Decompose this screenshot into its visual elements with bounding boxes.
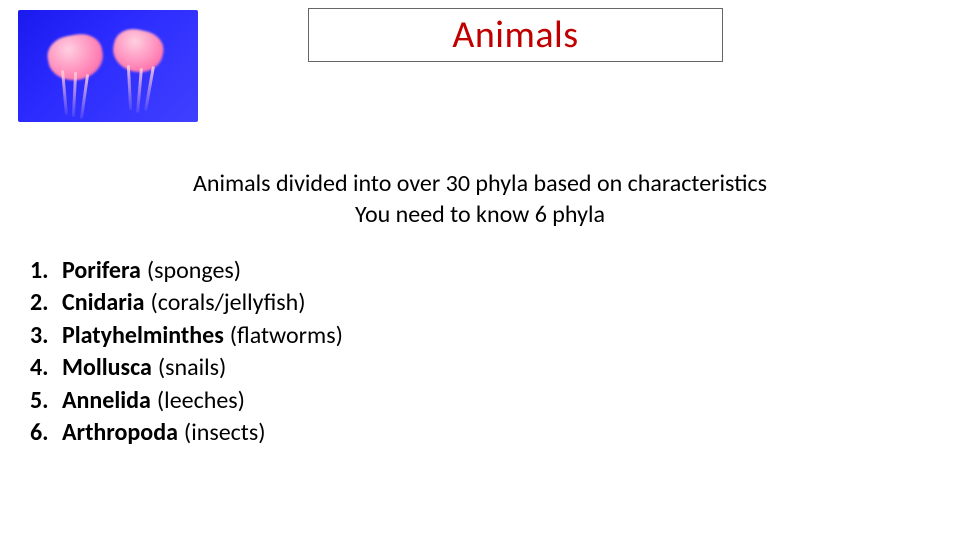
tentacle-shape [144,66,155,111]
tentacle-shape [136,68,143,113]
phylum-name: Platyhelminthes [62,320,224,352]
list-item: 6. Arthropoda (insects) [30,417,343,449]
phylum-name: Arthropoda [62,417,178,449]
phylum-example: (snails) [158,352,226,384]
phylum-name: Annelida [62,385,151,417]
list-number: 2. [30,287,62,319]
page-title: Animals [452,12,578,58]
jellyfish-shape [109,25,167,76]
intro-line-2: You need to know 6 phyla [0,199,960,230]
list-number: 6. [30,417,62,449]
list-item: 1. Porifera (sponges) [30,255,343,287]
list-item: 4. Mollusca (snails) [30,352,343,384]
intro-line-1: Animals divided into over 30 phyla based… [0,168,960,199]
phylum-name: Cnidaria [62,287,144,319]
list-item: 2. Cnidaria (corals/jellyfish) [30,287,343,319]
tentacle-shape [80,74,89,119]
phylum-example: (insects) [184,417,266,449]
title-box: Animals [308,8,723,62]
list-item: 5. Annelida (leeches) [30,385,343,417]
phylum-example: (sponges) [147,255,241,287]
phylum-name: Mollusca [62,352,152,384]
intro-text: Animals divided into over 30 phyla based… [0,168,960,230]
list-item: 3. Platyhelminthes (flatworms) [30,320,343,352]
list-number: 1. [30,255,62,287]
phylum-example: (flatworms) [230,320,343,352]
list-number: 5. [30,385,62,417]
phyla-list: 1. Porifera (sponges) 2. Cnidaria (coral… [30,255,343,449]
list-number: 3. [30,320,62,352]
list-number: 4. [30,352,62,384]
header-jellyfish-image [18,10,198,122]
phylum-example: (corals/jellyfish) [150,287,305,319]
phylum-example: (leeches) [157,385,245,417]
phylum-name: Porifera [62,255,141,287]
tentacle-shape [127,65,132,110]
